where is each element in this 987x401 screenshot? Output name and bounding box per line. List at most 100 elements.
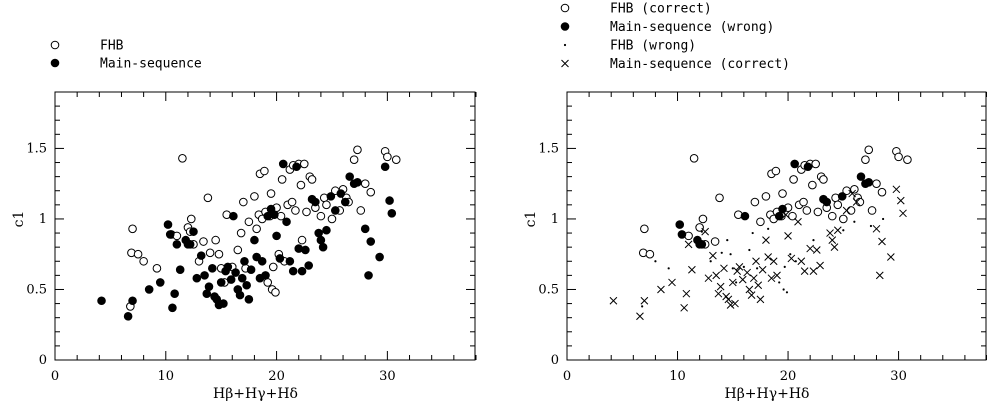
data-point [899,209,907,218]
data-point [764,253,773,261]
data-point [349,155,359,165]
legend-marker [560,3,570,13]
data-point [778,189,787,198]
data-point [272,231,281,241]
data-point [360,224,370,234]
data-point [285,256,295,266]
data-point [204,282,214,291]
data-point [864,177,874,187]
data-point [205,248,215,258]
data-point [767,227,770,230]
data-point [383,152,392,162]
data-point [326,192,336,201]
data-point [875,271,884,280]
data-point [640,224,649,234]
data-point [797,257,806,266]
data-point [353,145,362,155]
data-point [288,266,298,276]
data-point [697,240,707,249]
x-tick-label: 20 [780,369,797,384]
data-point [720,251,723,254]
data-point [128,224,137,234]
data-point [172,240,182,249]
y-tick-label: 0 [39,353,47,368]
data-point [387,209,397,218]
data-point [277,175,287,184]
legend-marker [560,22,570,31]
data-point [311,197,320,207]
data-point [864,145,874,155]
data-point [903,155,912,165]
data-point [200,271,209,280]
data-point [287,197,297,207]
data-point [896,196,905,205]
data-point [731,299,739,308]
data-point [237,273,247,283]
data-point [291,206,300,215]
data-point [756,295,765,304]
data-point [750,197,760,207]
data-point [826,229,834,237]
data-point [640,296,649,305]
data-point [223,262,233,272]
data-point [261,271,270,280]
data-point [239,197,248,207]
data-point [886,253,895,261]
data-point [196,251,206,260]
data-point [735,281,738,284]
x-tick-label: 0 [563,369,571,384]
data-point [872,179,881,188]
data-point [391,155,401,165]
data-point [809,267,818,275]
data-point [715,193,724,203]
legend-marker [50,40,60,50]
data-point [316,211,326,221]
data-point [788,211,797,221]
legend-label: Main-sequence [100,57,202,72]
data-point [762,236,770,244]
data-point [761,192,771,201]
data-point [819,175,828,184]
chart-panel-2: 0 10 20 30 0 0.5 1 1.5 Hβ+Hγ+Hδ c1 FHB (correct) Ma… [523,2,987,401]
data-point [322,200,331,210]
legend-label: FHB (wrong) [610,39,696,54]
data-point [740,211,750,221]
data-point [688,265,696,274]
data-point [774,211,784,221]
data-point [794,217,802,226]
data-point [726,301,735,309]
data-point [252,224,261,234]
x-tick-label: 0 [51,369,59,384]
data-point [380,162,390,172]
data-point [266,189,276,198]
data-point [192,273,202,283]
data-point [812,246,821,254]
data-point [297,235,307,245]
data-point [168,303,177,313]
data-point [152,264,162,273]
data-point [360,179,370,188]
x-tick-label: 30 [890,369,907,384]
data-point [756,267,759,270]
data-point [252,252,261,262]
data-point [869,224,873,228]
data-point [856,172,866,181]
data-point [301,245,310,255]
data-point [698,214,708,224]
data-point [852,198,861,206]
data-point [812,239,815,242]
data-point [806,244,815,253]
data-point [144,285,154,294]
data-point [353,177,362,187]
data-point [709,251,717,260]
data-point [830,243,839,252]
series-3 [641,217,885,308]
data-point [322,225,331,235]
data-point [878,237,886,246]
data-point [235,290,245,300]
data-point [297,266,307,276]
y-tick-label: 1 [551,212,559,227]
data-point [773,271,781,280]
data-point [330,206,340,215]
data-point [214,249,224,259]
